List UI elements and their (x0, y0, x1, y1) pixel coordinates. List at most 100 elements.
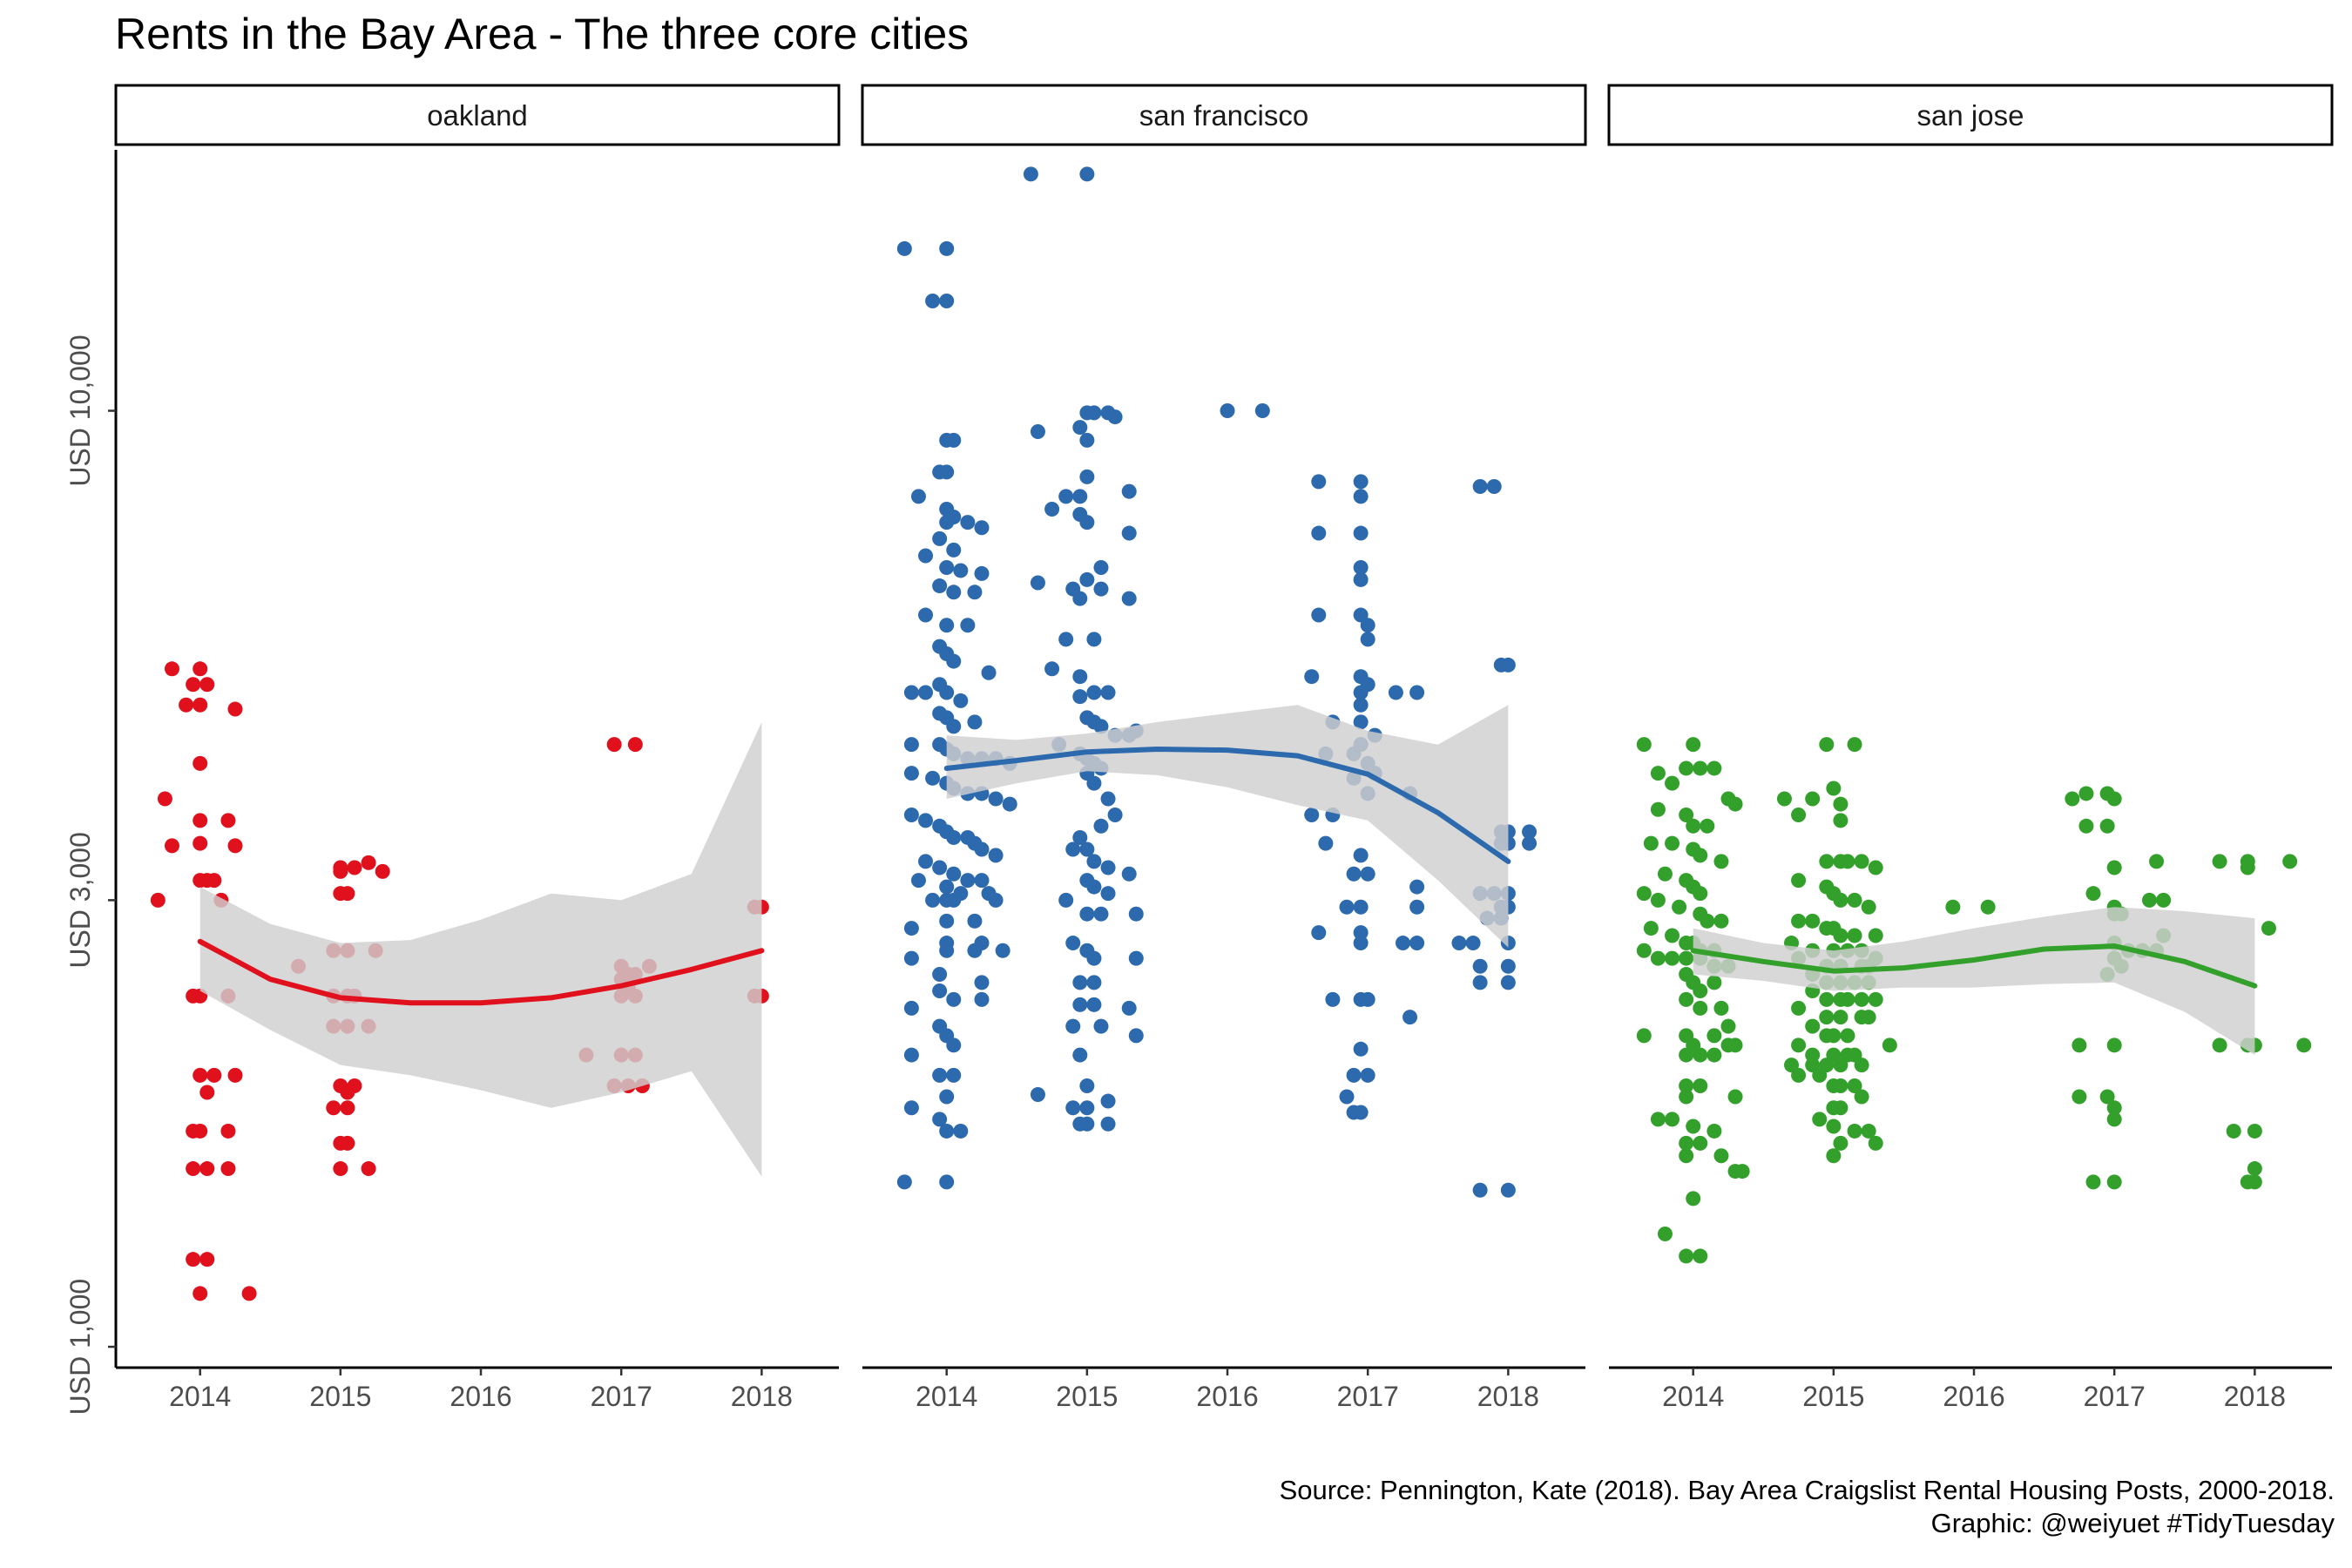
data-point (918, 854, 934, 869)
confidence-band (946, 705, 1509, 948)
data-point (1353, 1105, 1369, 1120)
data-point (186, 677, 201, 693)
data-point (1100, 685, 1116, 700)
data-point (1353, 697, 1369, 713)
data-point (910, 873, 926, 889)
data-point (1847, 737, 1862, 753)
data-point (1079, 1078, 1095, 1094)
data-point (967, 585, 983, 600)
data-point (1657, 866, 1673, 882)
data-point (939, 240, 955, 256)
data-point (1679, 1078, 1694, 1094)
data-point (1030, 575, 1045, 591)
data-point (960, 515, 976, 531)
data-point (206, 1067, 222, 1083)
data-point (1679, 950, 1694, 966)
data-point (1840, 1028, 1855, 1044)
data-point (1854, 1058, 1869, 1073)
data-point (1353, 525, 1369, 541)
data-point (1023, 166, 1038, 182)
data-point (1486, 478, 1502, 494)
data-point (1072, 1047, 1088, 1063)
facet-strip-label: san jose (1917, 99, 2024, 132)
data-point (1734, 1164, 1750, 1179)
data-point (1472, 958, 1488, 974)
data-point (1409, 899, 1425, 915)
data-point (939, 560, 955, 576)
data-point (193, 813, 208, 828)
data-point (2099, 1089, 2115, 1105)
data-point (1409, 879, 1425, 895)
chart-caption: Source: Pennington, Kate (2018). Bay Are… (1280, 1474, 2335, 1540)
data-point (960, 618, 976, 633)
data-point (903, 685, 919, 700)
data-point (918, 548, 934, 564)
data-point (1700, 913, 1715, 929)
data-point (939, 294, 955, 309)
facet-strip-label: san francisco (1139, 99, 1308, 132)
data-point (1339, 1089, 1355, 1105)
data-point (1030, 423, 1045, 439)
data-point (227, 838, 243, 854)
data-point (627, 737, 643, 753)
y-tick-label: USD 10,000 (64, 335, 96, 486)
data-point (1072, 829, 1088, 845)
data-point (2247, 1174, 2262, 1190)
data-point (2212, 1037, 2227, 1053)
data-point (953, 563, 969, 578)
data-point (2078, 786, 2094, 801)
data-point (1388, 685, 1403, 700)
data-point (988, 848, 1004, 863)
data-point (1100, 1116, 1116, 1132)
data-point (1353, 1041, 1369, 1057)
data-point (1044, 501, 1060, 517)
data-point (1500, 657, 1516, 672)
data-point (974, 873, 990, 889)
data-point (1065, 1018, 1081, 1034)
data-point (967, 714, 983, 730)
data-point (932, 1112, 948, 1127)
data-point (150, 892, 166, 908)
data-point (918, 607, 934, 623)
data-point (1353, 685, 1369, 700)
data-point (2261, 921, 2276, 936)
data-point (193, 835, 208, 851)
data-point (1727, 1089, 1743, 1105)
data-point (1833, 1078, 1848, 1094)
data-point (1086, 632, 1102, 647)
data-point (1093, 1018, 1109, 1034)
data-point (1833, 892, 1848, 908)
data-point (995, 943, 1010, 958)
x-tick-label: 2017 (2084, 1381, 2146, 1412)
data-point (1833, 928, 1848, 943)
data-point (1353, 899, 1369, 915)
data-point (2106, 1112, 2122, 1127)
data-point (1360, 1067, 1375, 1083)
data-point (1522, 835, 1538, 851)
data-point (1128, 950, 1144, 966)
data-point (1847, 1078, 1862, 1094)
data-point (1451, 936, 1467, 951)
data-point (896, 240, 912, 256)
data-point (186, 1252, 201, 1267)
data-point (1665, 1112, 1680, 1127)
data-point (1847, 928, 1862, 943)
data-point (1353, 489, 1369, 504)
data-point (1353, 925, 1369, 941)
data-point (932, 1067, 948, 1083)
data-point (1058, 489, 1074, 504)
x-tick-label: 2017 (591, 1381, 652, 1412)
data-point (186, 1161, 201, 1177)
data-point (1672, 899, 1687, 915)
data-point (1107, 808, 1123, 823)
data-point (1686, 818, 1701, 834)
data-point (1727, 1037, 1743, 1053)
data-point (333, 863, 348, 879)
data-point (1093, 560, 1109, 576)
data-point (1093, 818, 1109, 834)
data-point (1791, 1067, 1807, 1083)
data-point (939, 618, 955, 633)
data-point (903, 808, 919, 823)
data-point (1854, 854, 1869, 869)
data-point (939, 913, 955, 929)
